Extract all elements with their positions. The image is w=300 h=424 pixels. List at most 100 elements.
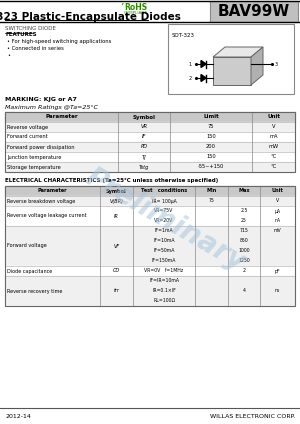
Bar [5, 162, 295, 172]
Text: •: • [7, 53, 10, 58]
Text: 25: 25 [241, 218, 247, 223]
Text: VR=20V: VR=20V [154, 218, 174, 223]
Bar [5, 132, 295, 142]
Text: 4: 4 [243, 288, 245, 293]
Text: IF=150mA: IF=150mA [152, 259, 176, 263]
Text: Max: Max [238, 189, 250, 193]
Text: 1250: 1250 [238, 259, 250, 263]
Text: Junction temperature: Junction temperature [7, 154, 62, 159]
Text: V: V [276, 198, 279, 204]
Text: Diode capacitance: Diode capacitance [7, 268, 52, 273]
Polygon shape [201, 61, 206, 67]
Text: Reverse voltage leakage current: Reverse voltage leakage current [7, 214, 87, 218]
Text: Symbol: Symbol [133, 114, 155, 120]
Text: mA: mA [269, 134, 278, 139]
Text: RoHS: RoHS [124, 3, 147, 11]
Text: SOT-323: SOT-323 [172, 33, 195, 38]
Text: ns: ns [275, 288, 280, 293]
Bar [5, 122, 295, 132]
Bar [5, 112, 295, 122]
Text: Storage temperature: Storage temperature [7, 165, 61, 170]
Bar [5, 152, 295, 162]
Text: Parameter: Parameter [38, 189, 67, 193]
Text: 715: 715 [240, 229, 248, 234]
Polygon shape [213, 47, 263, 57]
Polygon shape [251, 47, 263, 85]
Text: VR=75V: VR=75V [154, 209, 174, 214]
Text: 2: 2 [242, 268, 245, 273]
Text: • Connected in series: • Connected in series [7, 46, 64, 51]
Text: Preliminary: Preliminary [80, 163, 250, 277]
Text: 1000: 1000 [238, 248, 250, 254]
Text: Forward voltage: Forward voltage [7, 243, 47, 248]
Text: SOT-323 Plastic-Encapsulate Diodes: SOT-323 Plastic-Encapsulate Diodes [0, 12, 180, 22]
Text: IF=IR=10mA: IF=IR=10mA [149, 279, 179, 284]
Text: nA: nA [274, 218, 280, 223]
Text: Unit: Unit [272, 189, 284, 193]
Bar [5, 276, 295, 306]
Text: IF: IF [142, 134, 146, 139]
Bar [5, 186, 295, 196]
Text: Reverse recovery time: Reverse recovery time [7, 288, 62, 293]
Text: FEATURES: FEATURES [5, 32, 37, 37]
Text: 75: 75 [208, 198, 214, 204]
Text: IR= 100μA: IR= 100μA [152, 198, 176, 204]
Text: COMPLIANT: COMPLIANT [124, 11, 148, 15]
Text: VR=0V   f=1MHz: VR=0V f=1MHz [144, 268, 184, 273]
Text: °C: °C [270, 154, 277, 159]
Bar [168, 24, 294, 94]
Text: IR: IR [114, 214, 119, 218]
Text: mW: mW [268, 145, 279, 150]
Text: °C: °C [270, 165, 277, 170]
Text: IF=1mA: IF=1mA [155, 229, 173, 234]
Text: PD: PD [140, 145, 148, 150]
Bar [5, 142, 295, 152]
Bar [5, 266, 295, 276]
Text: VF: VF [113, 243, 120, 248]
Bar [5, 112, 295, 172]
Text: SWITCHING DIODE: SWITCHING DIODE [5, 26, 56, 31]
Text: V: V [272, 125, 275, 129]
Text: mV: mV [274, 229, 281, 234]
Text: μA: μA [274, 209, 280, 214]
Text: 2012-14: 2012-14 [5, 413, 31, 418]
Text: Reverse voltage: Reverse voltage [7, 125, 48, 129]
Text: MARKING: KJG or A7: MARKING: KJG or A7 [5, 97, 77, 102]
Text: 2.5: 2.5 [240, 209, 248, 214]
Text: IF=10mA: IF=10mA [153, 238, 175, 243]
Text: CD: CD [113, 268, 120, 273]
Text: IF=50mA: IF=50mA [153, 248, 175, 254]
Text: Limit: Limit [203, 114, 219, 120]
Text: Reverse breakdown voltage: Reverse breakdown voltage [7, 198, 75, 204]
Text: ELECTRICAL CHARACTERISTICS (Ta=25°C unless otherwise specified): ELECTRICAL CHARACTERISTICS (Ta=25°C unle… [5, 178, 218, 183]
Text: WILLAS ELECTRONIC CORP.: WILLAS ELECTRONIC CORP. [210, 413, 295, 418]
Bar [5, 226, 295, 266]
Polygon shape [201, 75, 206, 81]
Bar [213, 57, 251, 85]
Text: V(BR): V(BR) [110, 198, 123, 204]
Text: trr: trr [114, 288, 119, 293]
Text: Forward current: Forward current [7, 134, 48, 139]
Bar [210, 1, 298, 22]
Text: Test   conditions: Test conditions [141, 189, 187, 193]
Text: 75: 75 [208, 125, 214, 129]
Text: 200: 200 [206, 145, 216, 150]
Bar [5, 206, 295, 226]
Bar [5, 196, 295, 206]
Text: -55~+150: -55~+150 [198, 165, 224, 170]
Text: VR: VR [140, 125, 148, 129]
Text: ’: ’ [120, 3, 124, 13]
Text: Maximum Ratings @Ta=25°C: Maximum Ratings @Ta=25°C [5, 105, 98, 110]
Text: RL=100Ω: RL=100Ω [153, 298, 175, 304]
Text: Parameter: Parameter [45, 114, 78, 120]
Text: • For high-speed switching applications: • For high-speed switching applications [7, 39, 111, 44]
Text: Symbol: Symbol [106, 189, 127, 193]
Text: Tstg: Tstg [139, 165, 149, 170]
Text: Unit: Unit [267, 114, 280, 120]
Text: IR=0.1×IF: IR=0.1×IF [152, 288, 176, 293]
Text: Tj: Tj [142, 154, 146, 159]
Text: Forward power dissipation: Forward power dissipation [7, 145, 74, 150]
Bar [5, 186, 295, 306]
Text: 3: 3 [275, 61, 278, 67]
Text: 150: 150 [206, 154, 216, 159]
